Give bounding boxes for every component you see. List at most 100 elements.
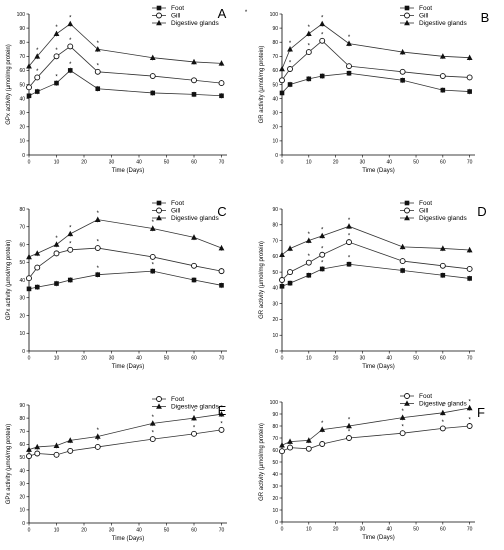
series-line (28, 45, 222, 88)
panel-letter: E (218, 403, 227, 418)
legend-marker (156, 200, 162, 206)
data-point (319, 266, 325, 272)
significance-star: * (97, 41, 100, 47)
significance-star: * (152, 263, 155, 269)
series-line (281, 40, 470, 81)
y-tick-label: 10 (272, 508, 278, 514)
data-point (346, 261, 352, 267)
y-tick-label: 70 (19, 54, 25, 60)
data-point (26, 286, 32, 292)
series-line (281, 72, 470, 94)
data-point (94, 216, 101, 222)
x-tick-label: 30 (109, 160, 115, 166)
significance-star: * (97, 63, 100, 69)
x-tick-label: 0 (281, 527, 284, 533)
data-point (218, 244, 225, 251)
data-point (67, 447, 74, 454)
data-point (279, 284, 285, 289)
y-tick-label: 30 (19, 296, 25, 302)
data-point (466, 266, 473, 272)
legend-label: Foot (171, 200, 184, 207)
data-point (319, 20, 326, 27)
y-tick-label: 100 (270, 12, 279, 18)
x-tick-label: 60 (191, 356, 197, 362)
data-point (319, 426, 326, 432)
data-point (399, 430, 406, 437)
data-point (34, 250, 41, 256)
panel-letter: F (477, 405, 485, 420)
legend-marker (404, 393, 410, 399)
x-tick-label: 0 (28, 160, 31, 166)
x-tick-label: 70 (467, 527, 473, 533)
y-axis-label: GPx activity (µmol/mg protein) (6, 240, 12, 320)
data-point (150, 90, 156, 96)
legend-marker (404, 12, 410, 19)
significance-star: * (55, 25, 58, 31)
data-point (399, 258, 406, 265)
data-point (67, 68, 73, 73)
y-tick-label: 60 (272, 68, 278, 74)
legend-label: Foot (171, 5, 184, 12)
data-point (218, 80, 225, 87)
data-point (191, 234, 197, 240)
y-tick-label: 80 (19, 207, 25, 213)
x-tick-label: 40 (136, 528, 142, 534)
legend-label: Gill (171, 13, 181, 20)
data-point (149, 73, 156, 79)
y-tick-label: 50 (272, 82, 278, 88)
data-point (400, 268, 405, 273)
y-tick-label: 0 (275, 349, 278, 355)
x-tick-label: 20 (81, 528, 87, 534)
data-point (34, 89, 40, 94)
x-axis-label: Time (Days) (112, 168, 144, 174)
data-point (94, 245, 101, 252)
x-axis-label: Time (Days) (112, 364, 144, 370)
significance-star: * (289, 41, 292, 47)
chart-panel: 0 10 20 30 40 50 60 70 0 10 20 30 40 50 60 70 80 90 Time (… (259, 200, 487, 370)
data-point (346, 422, 352, 429)
series-line (28, 429, 222, 457)
y-tick-label: 0 (275, 153, 278, 159)
y-tick-label: 60 (272, 254, 278, 260)
panel-letter: D (477, 204, 486, 219)
x-tick-label: 0 (28, 356, 31, 362)
x-tick-label: 60 (191, 528, 197, 534)
significance-star: * (321, 246, 324, 252)
significance-star: * (69, 225, 72, 231)
y-tick-label: 20 (272, 317, 278, 323)
data-point (346, 435, 352, 441)
data-point (67, 20, 74, 27)
data-point (218, 426, 225, 433)
significance-star: * (321, 15, 324, 21)
y-tick-label: 90 (272, 207, 278, 213)
data-point (218, 268, 225, 275)
y-tick-label: 70 (19, 225, 25, 231)
y-tick-label: 10 (272, 139, 278, 145)
data-point (305, 30, 312, 37)
data-point (149, 54, 156, 61)
y-tick-label: 70 (19, 429, 25, 435)
data-point (287, 245, 293, 251)
chart-panel: 0 10 20 30 40 50 60 70 0 10 20 30 40 50 60 70 80 90 Time (… (6, 396, 227, 542)
data-point (400, 77, 405, 83)
data-point (319, 441, 326, 447)
series-line (28, 413, 222, 450)
x-tick-label: 50 (413, 160, 419, 166)
significance-star: * (321, 421, 324, 427)
legend-marker (404, 207, 410, 214)
legend-marker (156, 214, 162, 221)
x-tick-label: 20 (333, 356, 339, 362)
data-point (95, 86, 101, 92)
significance-star: * (97, 428, 100, 434)
significance-star: * (308, 232, 311, 238)
data-point (53, 451, 60, 458)
y-tick-label: 90 (272, 412, 278, 418)
significance-star: * (152, 431, 155, 437)
significance-star: * (442, 404, 445, 410)
series-line (281, 23, 470, 70)
legend-label: Foot (171, 396, 184, 403)
y-tick-label: 100 (270, 400, 279, 406)
data-point (439, 73, 446, 79)
x-tick-label: 10 (306, 356, 312, 362)
data-point (319, 37, 326, 44)
